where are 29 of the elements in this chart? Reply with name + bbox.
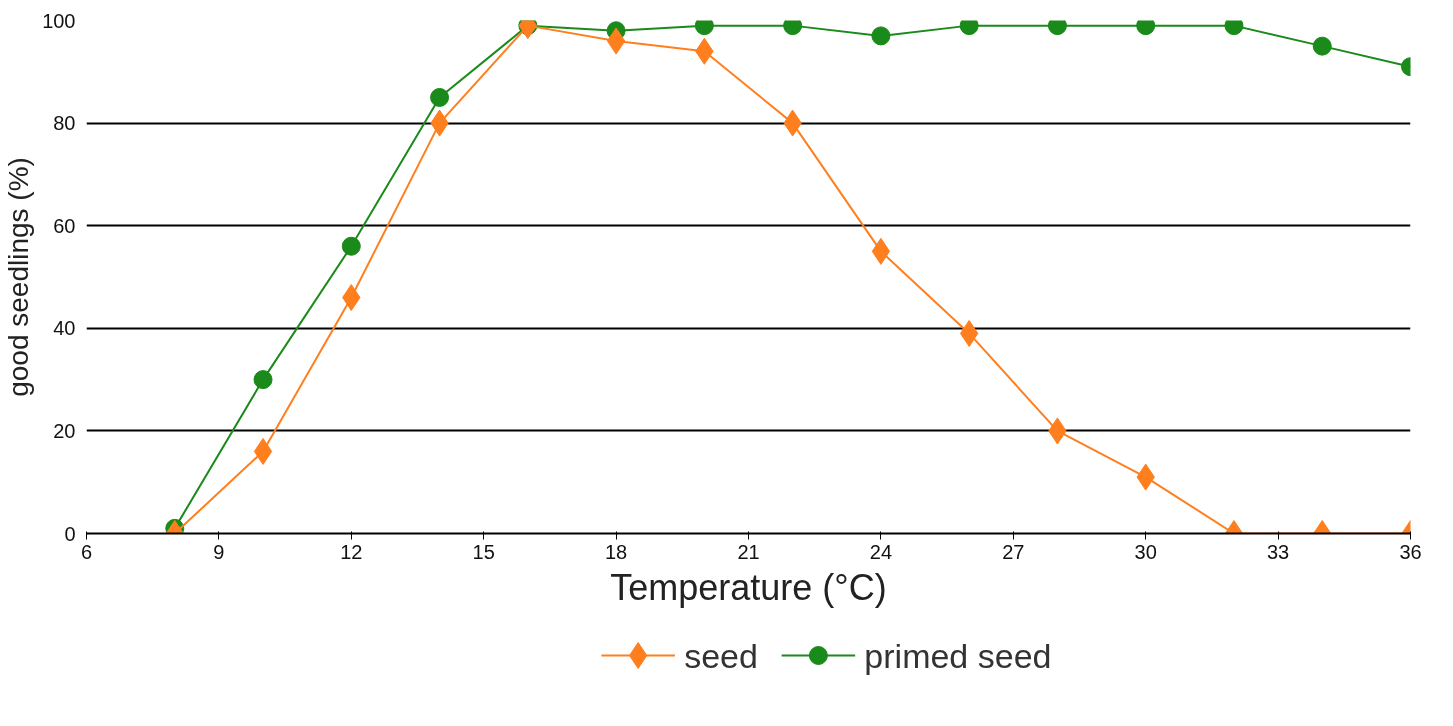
x-tick-label: 9 <box>213 540 225 563</box>
point <box>1312 36 1332 56</box>
x-tick-label: 15 <box>472 540 495 563</box>
y-tick-label: 80 <box>53 112 76 135</box>
y-tick-label: 100 <box>42 9 76 32</box>
legend-label: seed <box>684 636 758 675</box>
y-axis-title: good seedlings (%) <box>3 157 35 397</box>
x-tick-label: 30 <box>1134 540 1157 563</box>
x-tick-label: 6 <box>80 540 93 563</box>
point <box>253 437 273 465</box>
x-tick-label: 18 <box>604 540 628 563</box>
y-tick-label: 40 <box>53 317 76 340</box>
x-tick-label: 12 <box>340 540 363 563</box>
point <box>871 237 891 265</box>
point <box>871 26 891 46</box>
x-tick-label: 21 <box>737 540 760 563</box>
point <box>430 87 450 107</box>
y-tick-label: 20 <box>53 419 76 442</box>
point <box>341 236 361 256</box>
x-axis-title: Temperature (°C) <box>610 566 887 608</box>
legend-label: primed seed <box>864 636 1052 675</box>
y-tick-label: 0 <box>64 522 76 545</box>
x-tick-label: 24 <box>869 540 893 563</box>
point <box>606 27 626 55</box>
x-tick-label: 33 <box>1266 540 1290 563</box>
x-tick-label: 27 <box>1002 540 1025 563</box>
x-tick-label: 36 <box>1399 540 1422 563</box>
point <box>253 370 273 390</box>
y-tick-label: 60 <box>53 214 76 237</box>
